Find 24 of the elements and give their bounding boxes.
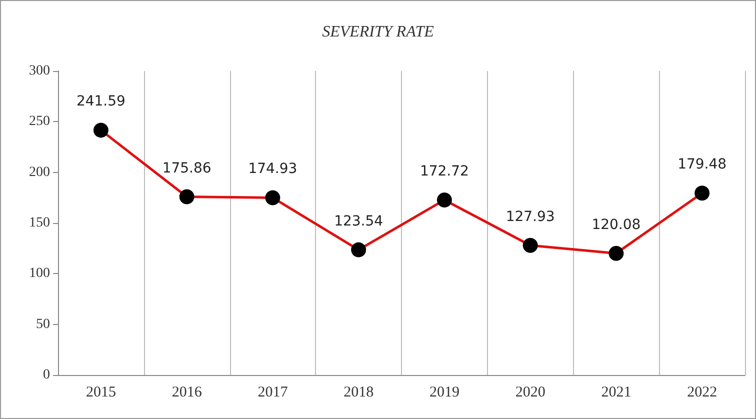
data-label: 174.93 — [248, 161, 298, 178]
x-tick-label: 2022 — [687, 384, 718, 400]
y-tick-label: 150 — [29, 216, 50, 230]
x-tick-label: 2020 — [515, 384, 546, 400]
x-tick-label: 2019 — [429, 384, 460, 400]
x-tick-label: 2016 — [172, 384, 202, 400]
y-tick-label: 300 — [29, 64, 50, 78]
data-label: 127.93 — [506, 208, 555, 225]
data-label: 179.48 — [678, 156, 727, 173]
data-label: 172.72 — [420, 163, 469, 180]
data-label: 123.54 — [334, 213, 384, 230]
data-label: 241.59 — [76, 94, 126, 110]
x-tick-label: 2018 — [344, 384, 374, 400]
y-tick-label: 200 — [29, 164, 50, 180]
y-tick-label: 0 — [43, 368, 50, 382]
x-tick-label: 2021 — [601, 384, 632, 400]
data-label: 175.86 — [162, 160, 212, 176]
x-tick-label: 2015 — [86, 384, 116, 400]
y-tick-label: 250 — [29, 114, 50, 130]
chart-title: SEVERITY RATE — [322, 24, 434, 40]
y-tick-label: 50 — [36, 316, 50, 332]
data-label: 120.08 — [592, 216, 641, 233]
y-tick-label: 100 — [29, 266, 50, 282]
x-tick-label: 2017 — [258, 384, 288, 400]
